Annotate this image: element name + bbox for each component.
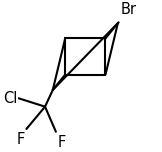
Text: Cl: Cl [3, 91, 17, 106]
Text: F: F [17, 132, 25, 147]
Text: F: F [58, 135, 66, 150]
Text: Br: Br [121, 2, 137, 17]
